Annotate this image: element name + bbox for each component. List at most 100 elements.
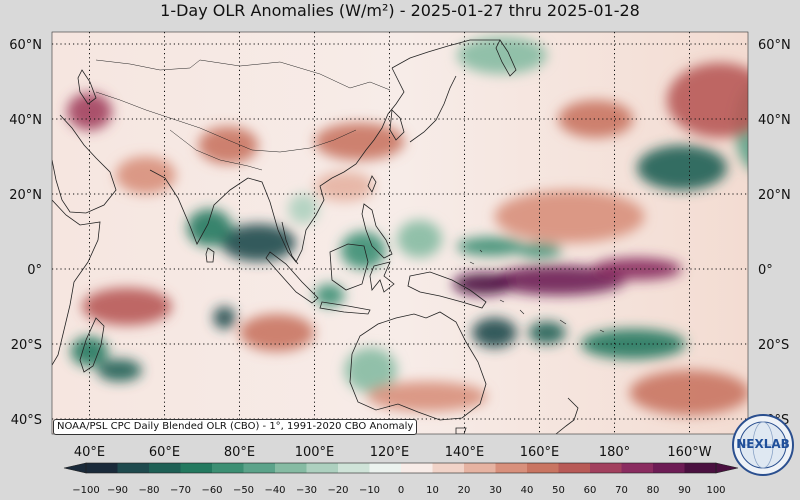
latitude-label: 60°N [9, 38, 42, 53]
graticule [52, 32, 748, 434]
longitude-label: 180° [599, 445, 630, 460]
anomaly-blob [558, 100, 634, 138]
colorbar-tick-label: 60 [584, 485, 597, 496]
colorbar-tick-label: −40 [264, 485, 285, 496]
anomaly-blob [580, 329, 686, 359]
latitude-label: 20°N [9, 188, 42, 203]
colorbar-segment [527, 463, 559, 473]
colorbar-segment [621, 463, 654, 473]
colorbar-tick-label: −90 [107, 485, 128, 496]
anomaly-blob [187, 209, 232, 247]
colorbar-segment [432, 463, 465, 473]
colorbar-tick-label: −20 [327, 485, 348, 496]
colorbar-tick-label: −50 [233, 485, 254, 496]
colorbar-tick-label: 30 [489, 485, 502, 496]
latitude-label: 20°S [758, 338, 789, 353]
coastline-sumatra [265, 251, 319, 304]
coastline-arabia [52, 114, 117, 214]
anomaly-blob [220, 224, 296, 262]
coastline-korea [389, 109, 405, 141]
anomaly-blob [667, 62, 748, 138]
colorbar-segment [369, 463, 402, 473]
latitude-label: 0° [758, 263, 773, 278]
anomaly-field [67, 36, 748, 416]
anomaly-blob [517, 242, 562, 258]
longitude-label: 60°E [149, 445, 180, 460]
anomaly-blob [457, 237, 525, 256]
colorbar-segment [306, 463, 339, 473]
colorbar-segment [117, 463, 150, 473]
coastline-new-guinea [407, 271, 487, 309]
anomaly-blob [115, 156, 176, 194]
anomaly-blob [239, 314, 315, 352]
coastline-indochina [247, 177, 333, 263]
latitude-label: 0° [27, 263, 42, 278]
latitude-label: 20°N [758, 188, 791, 203]
coastline-sulawesi [369, 261, 395, 293]
colorbar-tick-label: 0 [398, 485, 404, 496]
coastline-siberia [391, 39, 500, 69]
colorbar-segment [275, 463, 307, 473]
colorbar-segment [590, 463, 622, 473]
anomaly-blob [288, 194, 319, 224]
colorbar-tick-label: 40 [521, 485, 534, 496]
colorbar-tick-label: −10 [359, 485, 380, 496]
latitude-labels-right: 60°N40°N20°N0°20°S40°S [758, 38, 791, 428]
coastline-madagascar [79, 317, 105, 373]
colorbar-segment [684, 463, 717, 473]
colorbar-tick-label: 50 [552, 485, 565, 496]
logo-text: NEXLAB [736, 437, 790, 451]
anomaly-blob [629, 370, 748, 416]
colorbar-tick-label: 80 [647, 485, 660, 496]
colorbar-tick-label: −30 [296, 485, 317, 496]
colorbar-tick-label: −80 [138, 485, 159, 496]
colorbar-segment [558, 463, 591, 473]
colorbar-segment [149, 463, 181, 473]
colorbar-tick-label: −70 [170, 485, 191, 496]
colorbar-segment [338, 463, 370, 473]
coastline-java [319, 301, 371, 315]
latitude-label: 40°N [9, 113, 42, 128]
anomaly-blob [528, 321, 566, 344]
anomaly-blob [490, 265, 626, 296]
anomaly-blob [367, 381, 487, 412]
anomaly-blob [314, 284, 345, 307]
colorbar-tick-label: 20 [458, 485, 471, 496]
pacific-islands [469, 249, 605, 333]
coastline-philippines [361, 203, 393, 259]
coastline-india [149, 169, 249, 245]
globe-logo-icon: NEXLAB [732, 414, 794, 476]
coastline-sri-lanka [205, 247, 215, 263]
anomaly-blob [453, 272, 514, 296]
colorbar-segment [464, 463, 496, 473]
anomaly-blob [198, 126, 259, 164]
border-central-asia [95, 91, 357, 153]
latitude-label: 60°N [758, 38, 791, 53]
coastline-malay-peninsula [281, 221, 299, 265]
map-title: 1-Day OLR Anomalies (W/m²) - 2025-01-27 … [160, 1, 640, 20]
coastline-taiwan [367, 175, 377, 193]
nexlab-logo[interactable]: NEXLAB [732, 414, 794, 476]
anomaly-blob [397, 220, 442, 258]
anomaly-blob [344, 347, 397, 393]
colorbar-tick-labels: −100 −90 −80 −70 −60 −50 −40 −30 −20 −10 0 10 20 30 40… [72, 485, 725, 496]
coastline-caspian [77, 69, 97, 105]
coastline-borneo [329, 243, 369, 291]
latitude-label: 40°S [11, 413, 42, 428]
colorbar-frame [85, 462, 717, 474]
anomaly-blob [97, 359, 142, 382]
longitude-label: 160°W [667, 445, 711, 460]
colorbar-segment [180, 463, 213, 473]
colorbar-segment [212, 463, 244, 473]
colorbar-tick-label: 70 [615, 485, 628, 496]
latitude-label: 20°S [11, 338, 42, 353]
colorbar-segment [86, 463, 118, 473]
anomaly-blob [314, 122, 405, 161]
longitude-label: 40°E [74, 445, 105, 460]
colorbar-segment [495, 463, 528, 473]
coastline-tasmania [455, 427, 467, 434]
latitude-labels-left: 60°N 40°N 20°N 0° 20°S 40°S [9, 38, 42, 428]
longitude-labels: 40°E 60°E 80°E 100°E 120°E 140°E 160°E 180° 160°… [74, 445, 787, 460]
anomaly-blob [457, 36, 547, 74]
coastline-africa [52, 199, 101, 366]
